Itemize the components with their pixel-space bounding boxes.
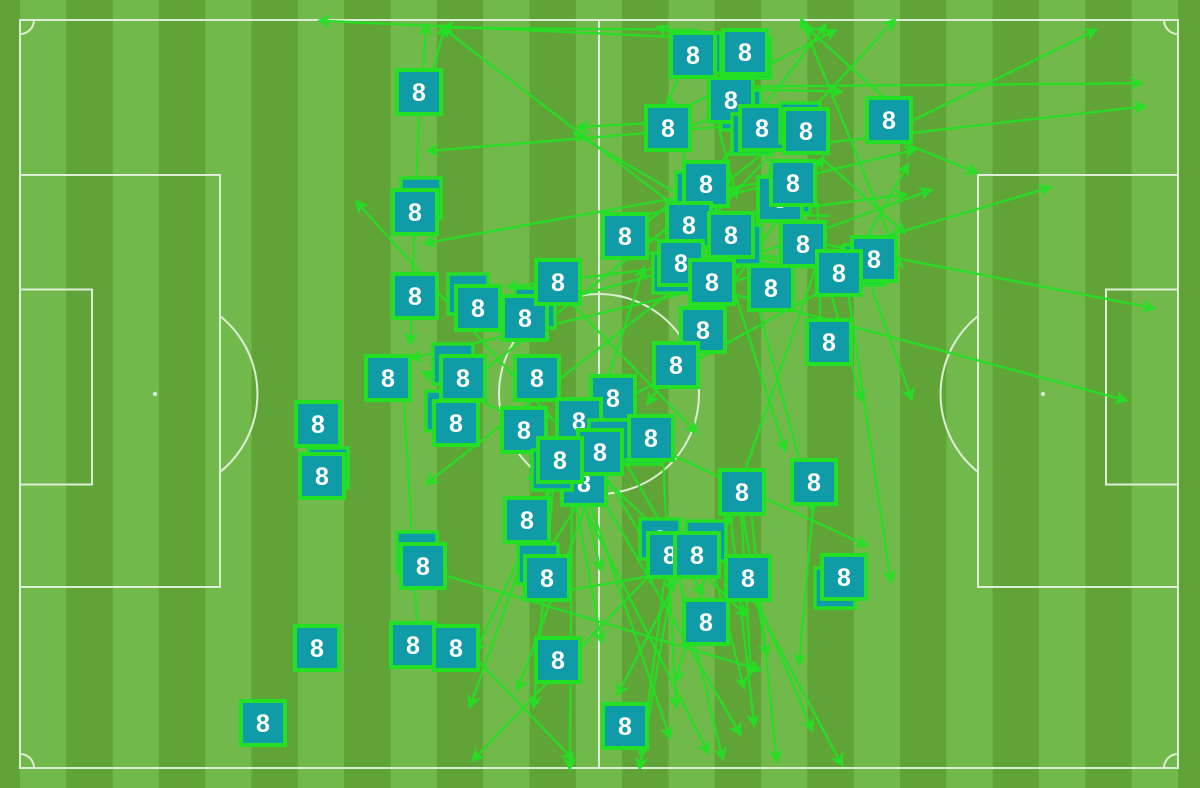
svg-text:8: 8 [408, 199, 422, 227]
svg-text:8: 8 [807, 469, 821, 497]
svg-text:8: 8 [416, 553, 430, 581]
svg-text:8: 8 [471, 295, 485, 323]
svg-text:8: 8 [724, 222, 738, 250]
svg-text:8: 8 [822, 329, 836, 357]
svg-text:8: 8 [832, 260, 846, 288]
svg-text:8: 8 [412, 79, 426, 107]
svg-text:8: 8 [456, 365, 470, 393]
svg-text:8: 8 [593, 439, 607, 467]
svg-text:8: 8 [520, 507, 534, 535]
svg-text:8: 8 [867, 246, 881, 274]
svg-text:8: 8 [686, 42, 700, 70]
svg-text:8: 8 [315, 463, 329, 491]
svg-text:8: 8 [618, 713, 632, 741]
svg-text:8: 8 [310, 635, 324, 663]
svg-text:8: 8 [837, 564, 851, 592]
svg-text:8: 8 [618, 223, 632, 251]
svg-text:8: 8 [682, 212, 696, 240]
svg-text:8: 8 [755, 115, 769, 143]
svg-text:8: 8 [644, 425, 658, 453]
svg-text:8: 8 [530, 365, 544, 393]
svg-text:8: 8 [381, 365, 395, 393]
svg-text:8: 8 [408, 283, 422, 311]
svg-text:8: 8 [540, 565, 554, 593]
svg-text:8: 8 [696, 317, 710, 345]
svg-text:8: 8 [449, 635, 463, 663]
svg-text:8: 8 [674, 250, 688, 278]
svg-text:8: 8 [690, 542, 704, 570]
svg-text:8: 8 [517, 417, 531, 445]
svg-text:8: 8 [796, 231, 810, 259]
svg-text:8: 8 [311, 411, 325, 439]
svg-text:8: 8 [724, 87, 738, 115]
svg-text:8: 8 [518, 305, 532, 333]
svg-text:8: 8 [882, 107, 896, 135]
svg-text:8: 8 [738, 39, 752, 67]
svg-text:8: 8 [406, 632, 420, 660]
svg-text:8: 8 [741, 565, 755, 593]
svg-text:8: 8 [551, 647, 565, 675]
svg-text:8: 8 [551, 269, 565, 297]
svg-text:8: 8 [449, 410, 463, 438]
svg-text:8: 8 [661, 115, 675, 143]
svg-text:8: 8 [705, 269, 719, 297]
svg-text:8: 8 [799, 118, 813, 146]
svg-text:8: 8 [699, 171, 713, 199]
svg-text:8: 8 [553, 447, 567, 475]
svg-text:8: 8 [735, 479, 749, 507]
svg-text:8: 8 [764, 275, 778, 303]
svg-text:8: 8 [669, 352, 683, 380]
svg-text:8: 8 [699, 609, 713, 637]
svg-text:8: 8 [606, 385, 620, 413]
svg-text:8: 8 [786, 170, 800, 198]
svg-text:8: 8 [256, 710, 270, 738]
